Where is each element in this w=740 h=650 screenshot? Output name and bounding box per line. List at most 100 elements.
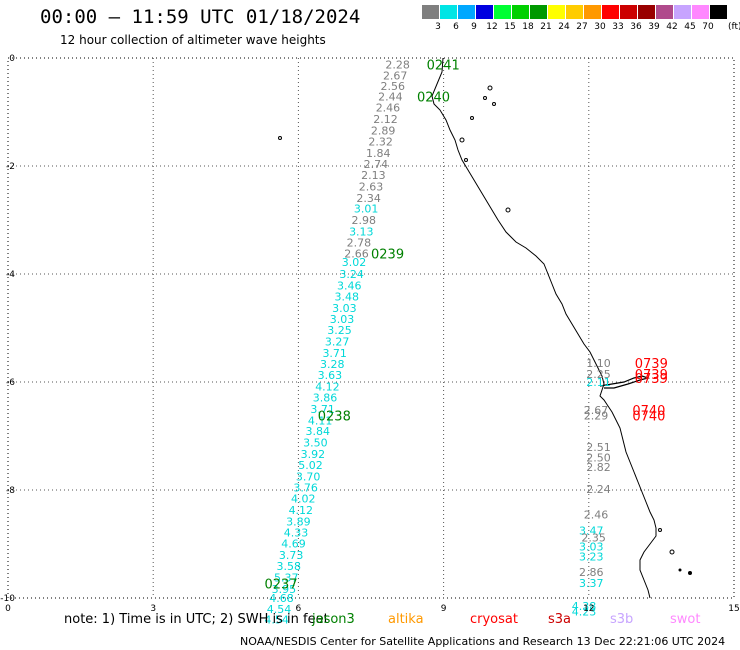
wave-height-label: 2.11 bbox=[586, 376, 611, 389]
colorbar-tick-label: 3 bbox=[435, 22, 441, 32]
island-marker bbox=[278, 136, 282, 140]
wave-height-label: 4.33 bbox=[284, 527, 309, 540]
chart-subtitle: 12 hour collection of altimeter wave hei… bbox=[60, 33, 326, 47]
wave-height-label: 3.76 bbox=[293, 481, 318, 494]
wave-height-label: 3.03 bbox=[579, 541, 604, 554]
wave-height-label: 3.47 bbox=[579, 525, 604, 538]
island-marker bbox=[483, 96, 487, 100]
satellite-legend-item: s3a bbox=[548, 612, 572, 627]
colorbar-swatch bbox=[422, 5, 439, 19]
x-tick-label: 9 bbox=[441, 604, 447, 614]
wave-height-label: 2.63 bbox=[359, 181, 384, 194]
island-marker bbox=[487, 85, 493, 91]
wave-height-label: 2.78 bbox=[347, 237, 372, 250]
x-tick-label: 0 bbox=[5, 604, 11, 614]
wave-height-label: 3.71 bbox=[322, 347, 347, 360]
colorbar-swatch bbox=[458, 5, 475, 19]
pass-time-label: 0740 bbox=[632, 409, 665, 424]
island-marker bbox=[658, 528, 662, 532]
coastline-path bbox=[431, 57, 657, 599]
colorbar-tick-label: 18 bbox=[522, 22, 534, 32]
wave-height-label: 2.66 bbox=[344, 247, 369, 260]
wave-height-label: 2.98 bbox=[351, 214, 376, 227]
wave-height-label: 3.70 bbox=[296, 471, 321, 484]
wave-height-label: 2.74 bbox=[364, 158, 389, 171]
colorbar-swatch bbox=[638, 5, 655, 19]
colorbar-tick-label: 24 bbox=[558, 22, 570, 32]
island-marker bbox=[688, 571, 692, 575]
wave-height-label: 3.27 bbox=[325, 336, 350, 349]
wave-height-label: 4.12 bbox=[289, 504, 314, 517]
island-marker bbox=[459, 137, 465, 143]
wave-height-label: 3.86 bbox=[313, 392, 338, 405]
wave-height-label: 2.67 bbox=[584, 404, 609, 417]
colorbar-swatch bbox=[674, 5, 691, 19]
colorbar-tick-label: 15 bbox=[504, 22, 516, 32]
satellite-legend-item: cryosat bbox=[470, 612, 518, 627]
wave-height-label: 3.73 bbox=[279, 549, 304, 562]
colorbar-swatch bbox=[692, 5, 709, 19]
axes: 0 3 6 9 12 15 0 -2 -4 -6 -8 -10 bbox=[0, 54, 739, 614]
wave-height-label: 5.37 bbox=[274, 571, 299, 584]
wave-height-label: 3.02 bbox=[342, 256, 367, 269]
wave-height-label: 2.82 bbox=[586, 461, 611, 474]
y-tick-label: -4 bbox=[6, 270, 15, 280]
pass-time-label: 0238 bbox=[318, 409, 351, 424]
pass-time-label: 0739 bbox=[635, 357, 668, 372]
coastline-bay bbox=[599, 375, 651, 389]
wave-height-label: 1.84 bbox=[366, 147, 391, 160]
colorbar-swatch bbox=[494, 5, 511, 19]
wave-height-label: 4.11 bbox=[308, 414, 333, 427]
pass-time-label: 0240 bbox=[417, 90, 450, 105]
y-tick-label: -6 bbox=[6, 378, 15, 388]
wave-height-label: 3.28 bbox=[320, 358, 345, 371]
y-tick-label: -8 bbox=[6, 486, 15, 496]
colorbar-swatch bbox=[656, 5, 673, 19]
colorbar-tick-label: 45 bbox=[684, 22, 696, 32]
colorbar-swatch bbox=[512, 5, 529, 19]
wave-height-label: 2.51 bbox=[586, 441, 611, 454]
wave-height-label: 2.12 bbox=[373, 113, 398, 126]
wave-height-label: 2.25 bbox=[586, 368, 611, 381]
wave-height-label: 4.54 bbox=[267, 603, 292, 616]
wave-height-label: 3.89 bbox=[286, 515, 311, 528]
wave-height-label: 3.63 bbox=[318, 369, 343, 382]
wave-height-label: 2.46 bbox=[376, 102, 401, 115]
y-tick-label: -2 bbox=[6, 162, 15, 172]
pass-time-label: 0241 bbox=[427, 58, 460, 73]
colorbar-swatch bbox=[548, 5, 565, 19]
satellite-legend-item: swot bbox=[670, 612, 701, 627]
pass-time-label: 0739 bbox=[635, 372, 668, 387]
colorbar-tick-label: 70 bbox=[702, 22, 714, 32]
wave-height-label: 4.68 bbox=[269, 592, 294, 605]
island-marker bbox=[492, 102, 496, 106]
wave-height-label: 2.44 bbox=[378, 90, 403, 103]
wave-height-label: 2.24 bbox=[586, 483, 611, 496]
island-marker bbox=[464, 158, 468, 162]
wave-height-label: 5.02 bbox=[298, 459, 323, 472]
wave-height-label: 3.37 bbox=[579, 577, 604, 590]
x-tick-label: 15 bbox=[728, 604, 739, 614]
pass-time-label: 0739 bbox=[635, 368, 668, 383]
wave-height-label: 3.25 bbox=[327, 324, 352, 337]
wave-height-label: 4.23 bbox=[572, 606, 597, 619]
wave-height-label: 3.95 bbox=[272, 583, 297, 596]
wave-height-label: 3.01 bbox=[354, 203, 379, 216]
colorbar-swatch bbox=[530, 5, 547, 19]
wave-height-label: 4.12 bbox=[315, 380, 340, 393]
wave-height-label: 2.28 bbox=[385, 58, 410, 71]
wave-height-label: 3.03 bbox=[330, 313, 355, 326]
coastline bbox=[278, 57, 692, 599]
wave-height-label: 2.35 bbox=[581, 532, 606, 545]
wave-height-label: 3.46 bbox=[337, 279, 362, 292]
wave-height-label: 1.10 bbox=[586, 357, 611, 370]
wave-height-label: 3.84 bbox=[306, 425, 331, 438]
wave-height-label: 3.71 bbox=[310, 403, 335, 416]
colorbar-tick-label: 39 bbox=[648, 22, 660, 32]
wave-height-label: 3.58 bbox=[276, 560, 301, 573]
colorbar-tick-label: 42 bbox=[666, 22, 678, 32]
wave-height-label: 2.56 bbox=[381, 80, 406, 93]
colorbar-tick-label: 6 bbox=[453, 22, 459, 32]
x-tick-label: 3 bbox=[150, 604, 156, 614]
